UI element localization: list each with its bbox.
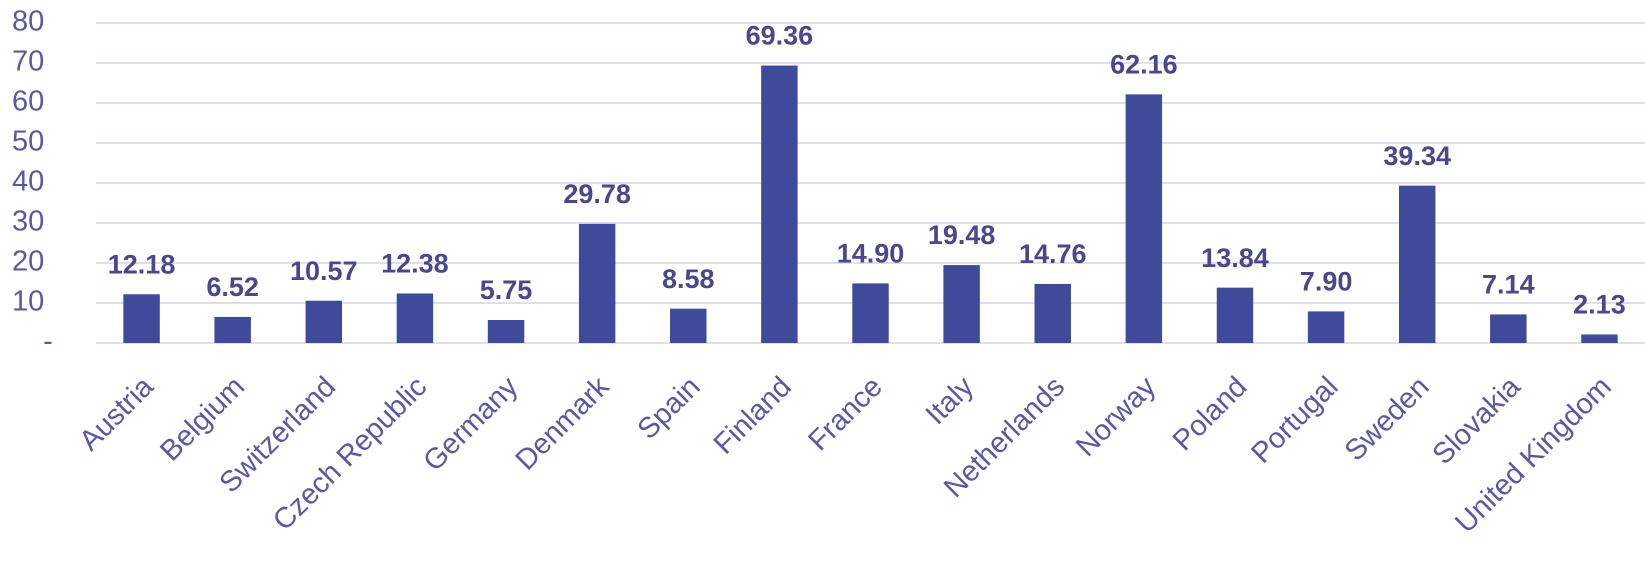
x-tick-label: Spain (632, 371, 707, 446)
x-tick-label: Austria (73, 370, 160, 457)
x-tick-label: Poland (1167, 371, 1253, 457)
x-tick-label: Sweden (1339, 371, 1436, 468)
bar (852, 283, 889, 343)
data-label: 29.78 (563, 179, 631, 209)
data-label: 6.52 (206, 272, 259, 302)
data-label: 10.57 (290, 256, 358, 286)
data-label: 7.14 (1482, 270, 1535, 300)
data-label: 62.16 (1110, 49, 1178, 79)
bar (305, 300, 343, 343)
x-tick-label: Norway (1070, 370, 1162, 462)
bar (1581, 334, 1618, 343)
x-tick-label: Finland (708, 371, 798, 461)
y-tick-label: 80 (12, 6, 44, 38)
bar (1307, 311, 1345, 343)
data-label: 8.58 (662, 264, 715, 294)
bar (761, 65, 798, 343)
y-tick-label: 50 (12, 126, 44, 158)
y-tick-label: 70 (12, 46, 44, 78)
bar (396, 293, 434, 343)
bar (578, 223, 616, 343)
data-label: 2.13 (1573, 290, 1626, 320)
bar (1216, 287, 1254, 343)
x-tick-label: Czech Republic (267, 371, 433, 537)
y-tick-label: 40 (12, 166, 44, 198)
data-label: 13.84 (1201, 243, 1269, 273)
x-tick-label: Germany (417, 370, 524, 477)
bar (214, 316, 251, 343)
data-label: 12.18 (108, 249, 176, 279)
bar (670, 308, 707, 343)
data-label: 7.90 (1300, 267, 1353, 297)
data-label: 14.90 (837, 239, 905, 269)
bar (487, 320, 525, 343)
y-tick-label: 30 (12, 206, 44, 238)
y-tick-label: - (43, 326, 53, 358)
x-tick-label: France (802, 371, 888, 457)
data-label: 19.48 (928, 220, 996, 250)
bar (1398, 185, 1436, 343)
data-label: 69.36 (746, 21, 814, 51)
y-tick-label: 20 (12, 246, 44, 278)
data-label: 12.38 (381, 249, 449, 279)
bar (123, 294, 160, 343)
x-tick-label: Denmark (510, 370, 616, 476)
data-label: 39.34 (1383, 141, 1451, 171)
bar (1125, 94, 1163, 343)
data-label: 5.75 (480, 275, 533, 305)
x-tick-label: Italy (920, 370, 981, 431)
bar (1034, 283, 1071, 343)
bar (943, 265, 980, 343)
x-tick-label: United Kingdom (1449, 371, 1618, 540)
bar (1490, 314, 1527, 343)
y-tick-label: 10 (12, 286, 44, 318)
x-tick-label: Portugal (1245, 371, 1344, 470)
data-label: 14.76 (1019, 239, 1087, 269)
y-tick-label: 60 (12, 86, 44, 118)
